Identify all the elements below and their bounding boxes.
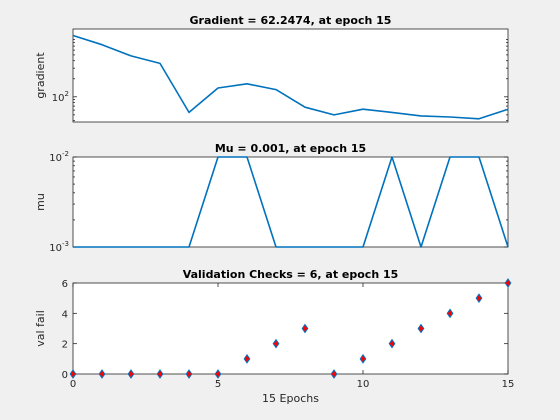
data-point-marker <box>156 369 164 379</box>
series-line <box>72 34 509 120</box>
x-axis-label: 15 Epochs <box>262 392 319 405</box>
data-point-marker <box>446 308 454 319</box>
y-tick-label: 0 <box>62 370 68 381</box>
data-point-marker <box>417 323 425 334</box>
data-point-marker <box>359 353 367 364</box>
y-tick-label: 4 <box>62 309 68 320</box>
chart-title: Gradient = 62.2474, at epoch 15 <box>190 14 392 27</box>
data-point-marker <box>330 369 338 379</box>
plot-area <box>72 28 509 123</box>
y-axis-label: mu <box>34 193 47 211</box>
y-tick-label: 10-2 <box>49 150 69 164</box>
x-tick-label: 15 <box>502 379 515 390</box>
chart-title: Validation Checks = 6, at epoch 15 <box>183 268 399 281</box>
y-axis-label: gradient <box>34 52 47 99</box>
y-tick-label: 10-3 <box>49 240 69 254</box>
plot-area <box>72 282 509 375</box>
y-tick-label: 6 <box>62 279 68 290</box>
y-tick-label: 102 <box>52 90 69 104</box>
chart-title: Mu = 0.001, at epoch 15 <box>215 142 366 155</box>
data-point-marker <box>301 323 309 334</box>
x-tick-label: 10 <box>357 379 370 390</box>
chart-panel-1: Gradient = 62.2474, at epoch 15 gradient 1… <box>34 14 509 123</box>
y-axis-label: val fail <box>34 310 47 347</box>
data-point-marker <box>243 353 251 364</box>
x-tick-label: 0 <box>70 379 76 390</box>
data-point-marker <box>272 338 280 349</box>
data-point-marker <box>69 369 77 379</box>
data-point-marker <box>127 369 135 379</box>
plot-area <box>72 156 509 248</box>
data-point-marker <box>214 369 222 379</box>
x-tick-label: 5 <box>215 379 221 390</box>
y-tick-label: 2 <box>62 340 68 351</box>
series-line <box>73 156 509 248</box>
data-point-marker <box>98 369 106 379</box>
data-point-marker <box>475 293 483 304</box>
chart-panel-3: Validation Checks = 6, at epoch 15 val fa… <box>34 268 514 405</box>
data-point-marker <box>388 338 396 349</box>
data-point-marker <box>185 369 193 379</box>
chart-panel-2: Mu = 0.001, at epoch 15 mu 10-2 10-3 <box>34 142 509 254</box>
data-point-marker <box>504 278 512 288</box>
